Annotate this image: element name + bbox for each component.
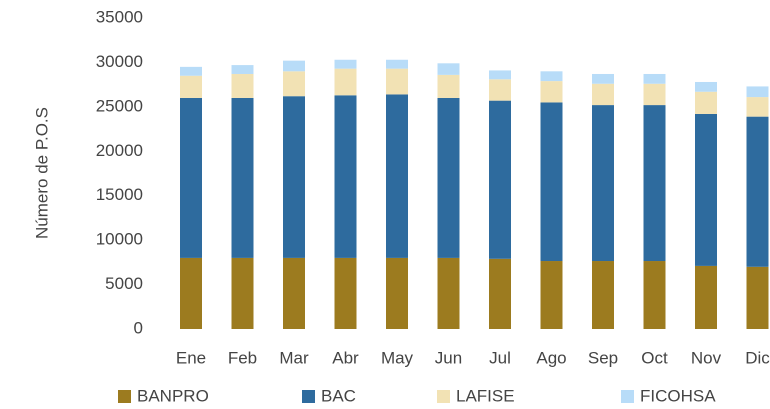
bar-segment [283,96,305,258]
bar-segment [180,75,202,98]
bar-segment [643,105,666,262]
bar-segment [386,59,408,69]
bar-segment [540,71,563,82]
bar-segment [283,257,305,329]
y-tick-label: 0 [134,318,143,337]
bar-segment [592,83,614,106]
y-axis-label: Número de P.O.S [32,107,51,239]
bar-segment [746,116,769,267]
bar-segment [231,65,254,74]
bar-segment [386,94,408,258]
bar-segment [437,97,460,258]
bar-segment [334,257,357,329]
bar-segment [643,83,666,106]
x-tick-label: Ene [176,348,206,367]
x-tick-label: Jul [489,348,511,367]
bar-segment [334,95,357,258]
x-tick-label: Oct [641,348,668,367]
bar-segment [283,71,305,97]
bar-segment [592,261,614,329]
bar-segment [231,257,254,329]
legend-label: BAC [321,386,356,405]
bar-segment [540,102,563,262]
bar-segment [643,73,666,84]
x-tick-label: Feb [228,348,257,367]
bar-segment [437,257,460,329]
bar-segment [437,74,460,98]
bar-segment [746,86,769,98]
y-tick-label: 20000 [96,141,143,160]
x-tick-label: Nov [691,348,722,367]
bar-segment [746,97,769,117]
y-tick-label: 15000 [96,185,143,204]
legend-label: BANPRO [137,386,209,405]
legend-swatch [437,390,450,403]
bar-segment [695,265,717,329]
legend-swatch [302,390,315,403]
bar-segment [386,257,408,329]
bar-segment [540,261,563,329]
bar-segment [695,113,717,266]
y-tick-label: 25000 [96,96,143,115]
x-tick-label: Ago [536,348,566,367]
bar-segment [643,261,666,329]
bar-segment [283,60,305,72]
bar-segment [489,258,511,329]
x-tick-label: Abr [332,348,359,367]
bar-segment [437,63,460,75]
bar-segment [592,73,614,84]
bar-segment [695,91,717,114]
bar-segment [489,70,511,80]
y-tick-label: 30000 [96,52,143,71]
x-tick-label: May [381,348,414,367]
bar-segment [180,97,202,258]
bar-segment [540,81,563,103]
x-tick-label: Sep [588,348,618,367]
y-tick-label: 5000 [105,274,143,293]
bar-segment [386,68,408,95]
bar-segment [180,66,202,76]
bar-segment [489,79,511,101]
x-tick-label: Mar [279,348,309,367]
legend-label: LAFISE [456,386,515,405]
bar-segment [695,81,717,92]
legend-swatch [118,390,131,403]
bar-segment [592,105,614,262]
y-tick-label: 10000 [96,230,143,249]
bar-segment [489,100,511,259]
legend-label: FICOHSA [640,386,716,405]
bar-segment [334,59,357,69]
bar-segment [746,266,769,329]
bar-segment [334,68,357,96]
bar-segment [231,97,254,258]
x-tick-label: Dic [745,348,770,367]
bar-segment [231,73,254,98]
legend-swatch [621,390,634,403]
x-tick-label: Jun [435,348,462,367]
y-tick-label: 35000 [96,7,143,26]
bar-segment [180,257,202,329]
